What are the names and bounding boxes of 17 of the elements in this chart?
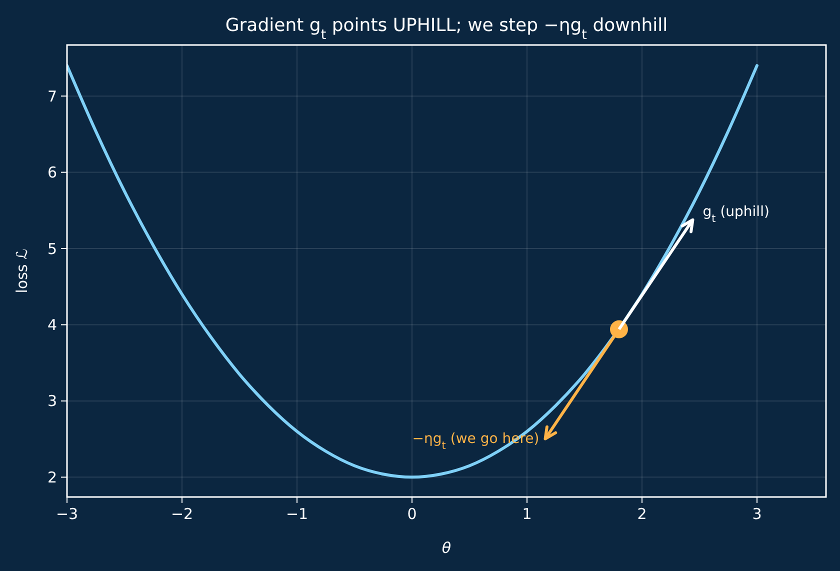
x-tick-label: 3 [752,505,762,523]
y-axis-title: loss ℒ [13,248,31,294]
x-tick-label: 0 [407,505,417,523]
y-tick-label: 3 [47,392,57,410]
x-tick-label: −3 [56,505,78,523]
x-axis-title: θ [442,539,452,557]
y-tick-label: 5 [47,240,57,258]
y-tick-label: 4 [47,316,57,334]
chart-title: Gradient g$_{t}$ points UPHILL; we step −ηg$_{t}$ downhill [225,15,668,43]
x-tick-label: −1 [286,505,308,523]
annotation: g$_{t}$ (uphill) [702,204,770,225]
y-tick-label: 2 [47,468,57,486]
x-tick-label: 1 [522,505,532,523]
x-tick-label: 2 [637,505,647,523]
x-tick-label: −2 [170,505,194,523]
y-tick-label: 7 [47,87,57,106]
y-tick-label: 6 [47,164,57,182]
